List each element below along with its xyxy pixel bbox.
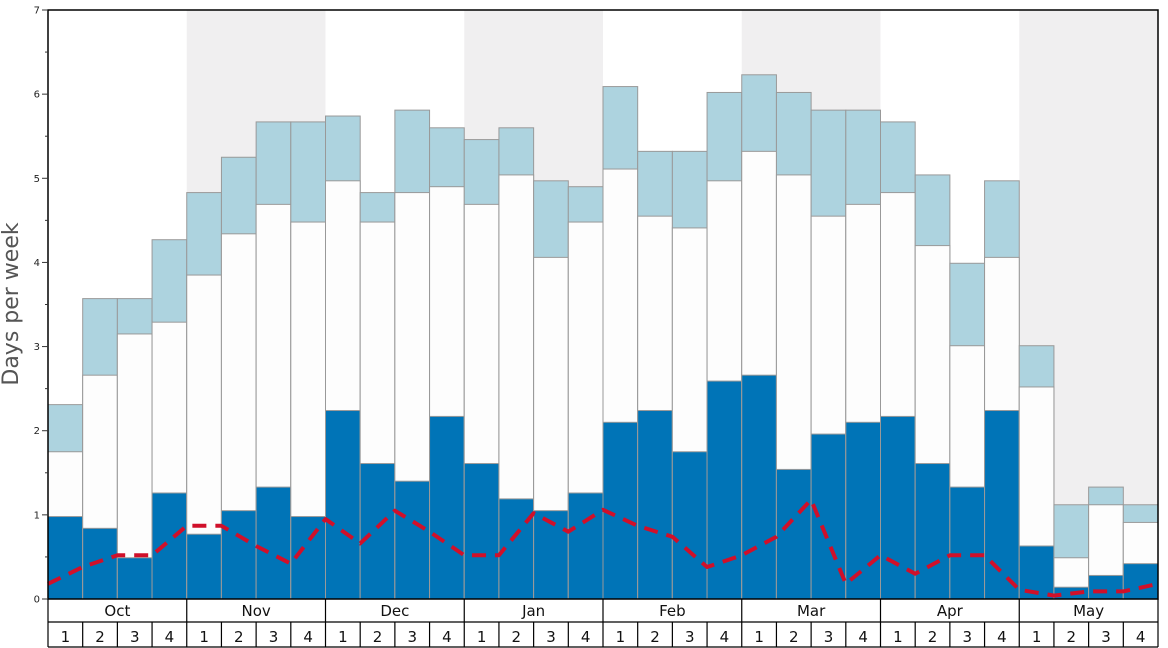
week-label: 3 [130,628,140,646]
week-label: 1 [1032,628,1042,646]
week-label: 1 [199,628,209,646]
bar-bottom [845,421,881,600]
bar-bottom [741,374,777,600]
week-label: 4 [1136,628,1146,646]
y-tick-label: 4 [34,258,40,269]
month-label: Feb [659,602,686,620]
month-label: Nov [241,602,270,620]
week-label: 3 [407,628,417,646]
x-axis-labels: Oct 1 2 3 4 Nov 1 2 3 4 Dec 1 2 3 4 Jan 1 2 3 4 Feb 1 2 3 4 Mar 1 2… [47,599,1159,648]
month-label: May [1073,602,1104,620]
week-label: 4 [165,628,175,646]
bar-bottom [47,516,84,600]
week-label: 4 [720,628,730,646]
week-label: 3 [962,628,972,646]
bar-bottom [255,486,292,600]
dashed-trend-line [47,497,1159,598]
y-axis-label: Days per week [0,222,24,385]
bar-bottom [671,451,708,600]
week-label: 1 [616,628,626,646]
week-label: 2 [1067,628,1077,646]
week-label: 2 [650,628,660,646]
y-tick-label: 2 [34,426,40,437]
month-label: Apr [937,602,964,620]
week-label: 3 [1101,628,1111,646]
y-tick-label: 0 [34,595,40,606]
y-tick-label: 7 [34,6,40,17]
week-label: 1 [893,628,903,646]
bar-bottom [1088,574,1124,600]
week-label: 4 [303,628,313,646]
bar-bottom [463,463,500,600]
bar-bottom [429,415,465,600]
month-label: Dec [380,602,409,620]
week-label: 3 [685,628,695,646]
month-label: Oct [104,602,130,620]
bar-bottom [984,410,1020,600]
month-label: Jan [521,602,545,620]
bar-bottom [533,510,569,600]
y-tick-label: 6 [34,90,40,101]
bar-bottom [220,510,257,600]
week-label: 3 [546,628,556,646]
bar-bottom [914,463,951,600]
y-tick-label: 1 [34,510,40,521]
week-label: 4 [442,628,452,646]
bar-bottom [151,492,188,600]
week-label: 2 [95,628,105,646]
week-label: 1 [61,628,71,646]
bar-bottom [359,463,396,600]
week-label: 1 [477,628,487,646]
bar-bottom [394,480,431,600]
week-label: 4 [581,628,591,646]
bar-bottom [325,410,361,600]
y-tick-label: 3 [34,342,40,353]
month-label: Mar [797,602,826,620]
week-label: 4 [858,628,868,646]
bar-bottom [82,527,118,600]
bar-bottom [1122,563,1159,600]
y-tick-label: 5 [34,174,40,185]
y-axis-ticks: 0 1 2 3 4 5 6 7 [34,6,48,606]
week-label: 2 [512,628,522,646]
week-label: 4 [997,628,1007,646]
week-label: 2 [234,628,244,646]
week-label: 1 [754,628,764,646]
bar-bottom [186,533,222,600]
week-label: 2 [789,628,799,646]
bar-bottom [949,486,986,600]
week-label: 3 [824,628,834,646]
week-label: 2 [928,628,938,646]
week-label: 1 [338,628,348,646]
bar-bottom [637,410,673,600]
bar-bottom [567,492,604,600]
bar-bottom [116,557,153,600]
trend-line [47,497,1159,598]
week-label: 3 [269,628,279,646]
stacked-bars [47,74,1159,600]
week-label: 2 [373,628,383,646]
bar-bottom [775,468,812,600]
